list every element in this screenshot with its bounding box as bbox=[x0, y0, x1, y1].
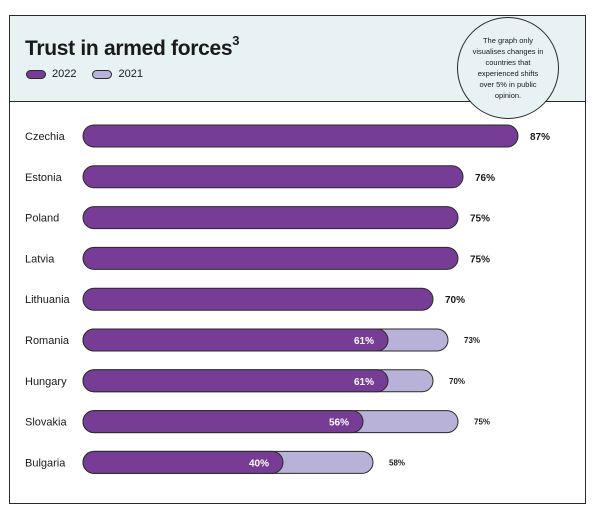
bar-2022-poland bbox=[82, 206, 459, 230]
note-text: The graph only visualises changes in cou… bbox=[472, 36, 544, 100]
bar-2022-romania bbox=[82, 328, 389, 352]
value-label-2022-poland: 75% bbox=[470, 214, 490, 225]
category-label-czechia: Czechia bbox=[25, 131, 66, 143]
bar-2022-lithuania bbox=[82, 287, 434, 311]
chart-frame: Trust in armed forces3 2022 2021 The gra… bbox=[9, 15, 586, 504]
value-label-2022-lithuania: 70% bbox=[445, 295, 465, 306]
value-label-2022-romania: 61% bbox=[354, 336, 374, 347]
bar-2022-estonia bbox=[82, 165, 464, 189]
value-label-2022-hungary: 61% bbox=[354, 377, 374, 388]
bar-2022-hungary bbox=[82, 369, 389, 393]
legend-swatch-2022 bbox=[26, 69, 46, 79]
bar-2022-czechia bbox=[82, 124, 519, 148]
category-label-slovakia: Slovakia bbox=[25, 417, 67, 429]
legend: 2022 2021 bbox=[26, 68, 159, 80]
chart-title: Trust in armed forces3 bbox=[25, 33, 240, 60]
category-label-poland: Poland bbox=[25, 213, 59, 225]
value-label-2022-slovakia: 56% bbox=[329, 418, 349, 429]
value-label-2022-bulgaria: 40% bbox=[249, 458, 269, 469]
value-label-2022-latvia: 75% bbox=[470, 254, 490, 265]
category-label-romania: Romania bbox=[25, 335, 70, 347]
value-label-2021-slovakia: 75% bbox=[474, 418, 490, 427]
category-label-latvia: Latvia bbox=[25, 253, 55, 265]
bar-2022-bulgaria bbox=[82, 450, 284, 474]
category-label-hungary: Hungary bbox=[25, 376, 67, 388]
legend-item-2022: 2022 bbox=[26, 68, 76, 80]
category-label-bulgaria: Bulgaria bbox=[25, 457, 66, 469]
bar-2022-latvia bbox=[82, 246, 459, 270]
legend-swatch-2021 bbox=[92, 69, 113, 79]
note-bubble: The graph only visualises changes in cou… bbox=[457, 17, 559, 119]
value-label-2021-hungary: 70% bbox=[449, 377, 465, 386]
bar-chart: Czechia 87% Estonia 76% Poland 75% Latvia 75% Li… bbox=[25, 124, 550, 474]
value-label-2022-estonia: 76% bbox=[475, 173, 495, 184]
value-label-2021-bulgaria: 58% bbox=[389, 458, 405, 467]
legend-label-2022: 2022 bbox=[52, 68, 77, 80]
legend-label-2021: 2021 bbox=[118, 68, 143, 80]
legend-item-2021: 2021 bbox=[92, 68, 143, 80]
bar-2022-slovakia bbox=[82, 410, 364, 434]
category-label-estonia: Estonia bbox=[25, 172, 63, 184]
value-label-2021-romania: 73% bbox=[464, 336, 480, 345]
value-label-2022-czechia: 87% bbox=[530, 132, 550, 143]
footnote-mark: 3 bbox=[232, 33, 240, 48]
category-label-lithuania: Lithuania bbox=[25, 294, 71, 306]
